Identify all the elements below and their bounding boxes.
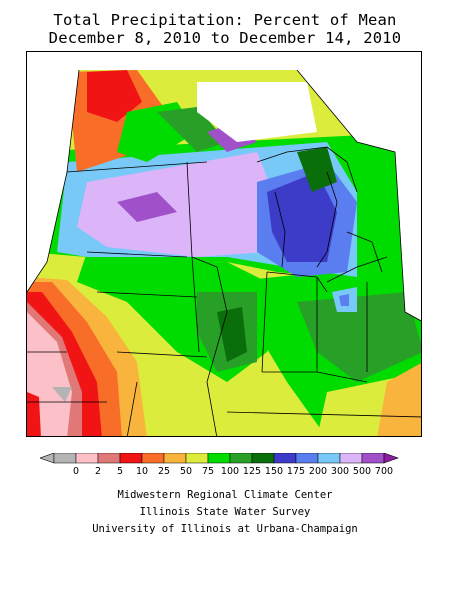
legend-label-500: 500: [353, 466, 371, 477]
legend-swatch-700: [361, 453, 385, 464]
legend-swatch-0: [53, 453, 77, 464]
legend-label-2: 2: [95, 466, 101, 477]
credit-line-1: Midwestern Regional Climate Center: [117, 489, 333, 501]
color-legend: 0 2 5 10 25 50 75 100 125 150 175 200 300 500 700: [40, 453, 399, 477]
precipitation-fill: [27, 70, 421, 436]
precipitation-map: [26, 51, 422, 437]
legend-label-150: 150: [265, 466, 283, 477]
legend-swatch-2: [75, 453, 99, 464]
map-graphic: [27, 69, 421, 436]
legend-arrow-low: [40, 453, 55, 464]
legend-swatch-300: [317, 453, 341, 464]
legend-swatch-10: [119, 453, 143, 464]
map-date-range: December 8, 2010 to December 14, 2010: [48, 29, 402, 47]
legend-swatch-500: [339, 453, 363, 464]
legend-swatch-75: [185, 453, 209, 464]
legend-label-50: 50: [180, 466, 192, 477]
legend-label-75: 75: [202, 466, 214, 477]
credit-line-3: University of Illinois at Urbana-Champai…: [92, 523, 358, 535]
legend-label-10: 10: [136, 466, 148, 477]
legend-swatch-150: [251, 453, 275, 464]
state-boundaries: [27, 69, 421, 436]
legend-label-300: 300: [331, 466, 349, 477]
legend-label-25: 25: [158, 466, 170, 477]
legend-swatch-175: [273, 453, 297, 464]
legend-label-700: 700: [375, 466, 393, 477]
legend-label-100: 100: [221, 466, 239, 477]
legend-swatch-200: [295, 453, 319, 464]
legend-label-0: 0: [73, 466, 79, 477]
legend-label-175: 175: [287, 466, 305, 477]
legend-swatch-100: [207, 453, 231, 464]
legend-arrow-high: [383, 453, 399, 464]
legend-swatch-25: [141, 453, 165, 464]
legend-swatch-125: [229, 453, 253, 464]
legend-label-5: 5: [117, 466, 123, 477]
credit-line-2: Illinois State Water Survey: [139, 506, 311, 518]
legend-label-125: 125: [243, 466, 261, 477]
legend-label-200: 200: [309, 466, 327, 477]
legend-swatch-50: [163, 453, 187, 464]
map-title: Total Precipitation: Percent of Mean: [53, 11, 397, 29]
legend-swatch-5: [97, 453, 121, 464]
